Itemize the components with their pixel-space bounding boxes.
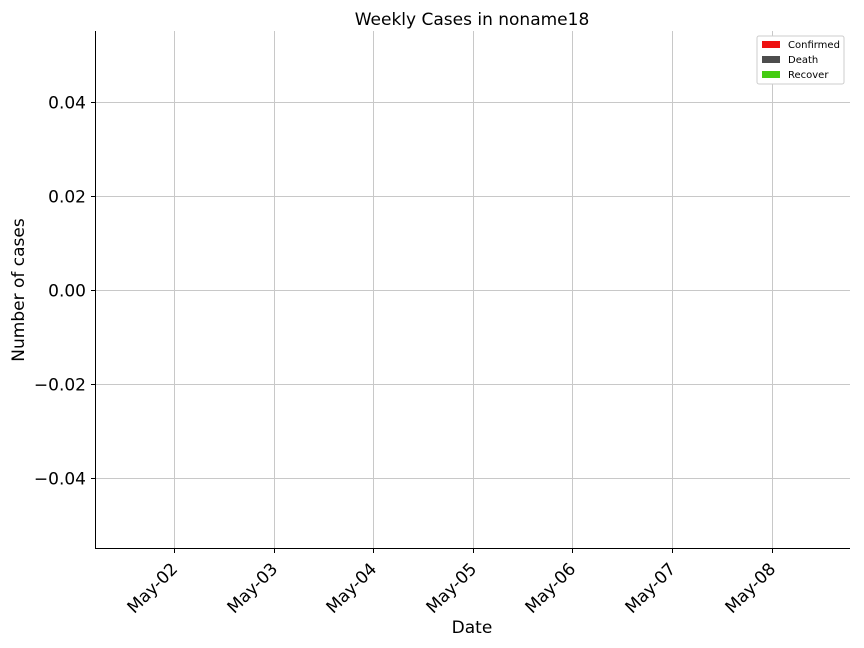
y-tick-label: 0.00: [48, 282, 86, 302]
x-tick-label: May-03: [224, 559, 282, 617]
legend-label-recover: Recover: [788, 70, 829, 81]
y-tick-label: 0.04: [48, 94, 86, 114]
y-tick-label: −0.04: [34, 470, 86, 490]
x-tick-label: May-08: [722, 559, 780, 617]
y-axis-title: Number of cases: [9, 218, 29, 362]
x-tick-label: May-04: [323, 559, 381, 617]
y-tick-label: −0.02: [34, 376, 86, 396]
legend-swatch-confirmed: [762, 41, 780, 48]
y-tick-label: 0.02: [48, 188, 86, 208]
chart-title: Weekly Cases in noname18: [355, 10, 590, 30]
x-tick-label: May-05: [423, 559, 481, 617]
legend-swatch-recover: [762, 71, 780, 78]
x-axis-title: Date: [452, 618, 493, 638]
x-ticks: May-02 May-03 May-04 May-05 May-06 May-07 May-…: [124, 548, 780, 618]
legend-label-death: Death: [788, 55, 818, 66]
grid: [96, 31, 850, 548]
x-tick-label: May-06: [522, 559, 580, 617]
x-tick-label: May-02: [124, 559, 182, 617]
y-ticks: −0.04 −0.02 0.00 0.02 0.04: [34, 94, 96, 490]
legend: Confirmed Death Recover: [756, 35, 845, 85]
legend-swatch-death: [762, 56, 780, 63]
legend-label-confirmed: Confirmed: [788, 40, 840, 51]
x-tick-label: May-07: [622, 559, 680, 617]
